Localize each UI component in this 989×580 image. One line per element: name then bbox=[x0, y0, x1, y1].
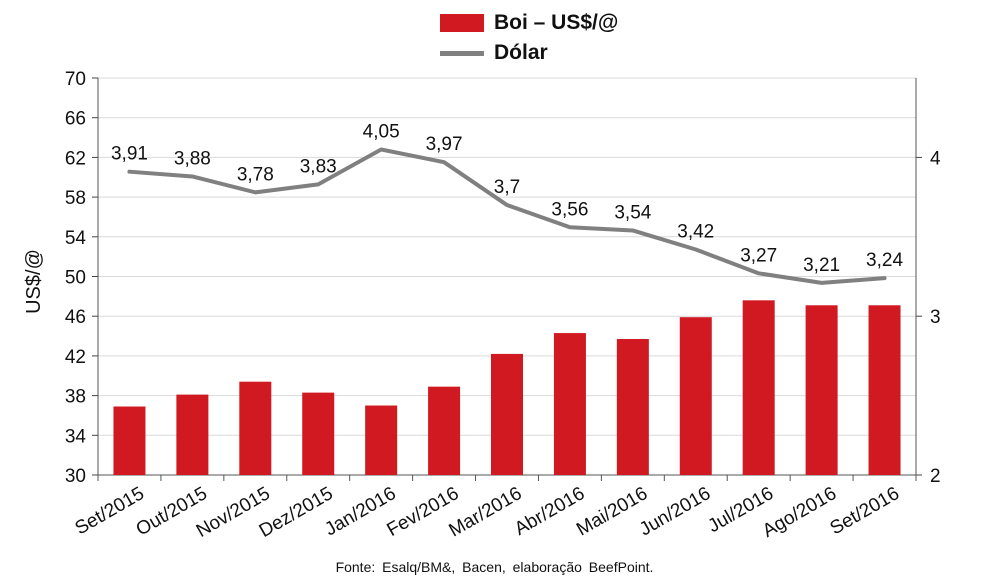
legend-swatch-boi bbox=[440, 14, 484, 32]
legend-label-dolar: Dólar bbox=[494, 41, 548, 64]
x-tick-label: Jun/2016 bbox=[636, 483, 714, 540]
bar bbox=[616, 339, 649, 475]
legend: Boi – US$/@ Dólar bbox=[440, 8, 618, 68]
data-label-dolar: 3,27 bbox=[740, 245, 777, 266]
y-tick-label: 54 bbox=[65, 228, 87, 249]
y-tick-label: 70 bbox=[65, 69, 86, 90]
legend-item-boi: Boi – US$/@ bbox=[440, 8, 618, 38]
data-label-dolar: 3,78 bbox=[237, 164, 274, 185]
source-note: Fonte: Esalq/BM&, Bacen, elaboração Beef… bbox=[335, 559, 654, 575]
y-tick-label: 66 bbox=[65, 109, 86, 130]
line-dolar bbox=[127, 147, 887, 285]
bar bbox=[742, 300, 775, 475]
legend-swatch-dolar bbox=[440, 50, 484, 56]
legend-item-dolar: Dólar bbox=[440, 38, 618, 68]
bar bbox=[553, 333, 586, 475]
x-tick-label: Set/2016 bbox=[827, 483, 903, 539]
data-label-dolar: 4,05 bbox=[363, 121, 400, 142]
data-label-dolar: 3,91 bbox=[111, 144, 148, 165]
x-tick-label: Abr/2016 bbox=[511, 483, 588, 540]
y-tick-label: 58 bbox=[65, 188, 86, 209]
y-tick-label: 34 bbox=[65, 426, 87, 447]
y-tick-label: 46 bbox=[65, 307, 86, 328]
y-tick-label: 50 bbox=[65, 268, 86, 289]
x-tick-label: Mar/2016 bbox=[445, 483, 525, 541]
bar bbox=[113, 406, 146, 475]
y2-tick-label: 3 bbox=[930, 307, 941, 328]
y2-tick-label: 4 bbox=[930, 148, 941, 169]
y-axis-label: US$/@ bbox=[22, 249, 45, 314]
bar bbox=[428, 386, 461, 475]
data-label-dolar: 3,83 bbox=[300, 156, 337, 177]
data-label-dolar: 3,97 bbox=[426, 134, 463, 155]
bar bbox=[868, 305, 901, 475]
bar bbox=[679, 317, 712, 475]
bar bbox=[491, 353, 523, 475]
bar bbox=[176, 394, 209, 475]
data-label-dolar: 3,88 bbox=[174, 148, 211, 169]
x-tick-label: Set/2015 bbox=[72, 483, 148, 539]
x-tick-label: Mai/2016 bbox=[573, 483, 651, 540]
y-tick-label: 30 bbox=[65, 466, 86, 487]
y-axis-title: US$/@ bbox=[10, 249, 54, 314]
data-label-dolar: 3,42 bbox=[677, 222, 714, 243]
y2-tick-label: 2 bbox=[930, 466, 941, 487]
bar bbox=[302, 392, 335, 475]
legend-label-boi: Boi – US$/@ bbox=[494, 11, 619, 34]
y-tick-label: 62 bbox=[65, 148, 86, 169]
bar bbox=[805, 305, 838, 475]
data-label-dolar: 3,54 bbox=[614, 202, 651, 223]
data-label-dolar: 3,56 bbox=[551, 199, 588, 220]
y-tick-label: 42 bbox=[65, 347, 86, 368]
data-label-dolar: 3,7 bbox=[494, 177, 520, 198]
y-tick-label: 38 bbox=[65, 387, 86, 408]
data-label-dolar: 3,21 bbox=[803, 255, 840, 276]
data-label-dolar: 3,24 bbox=[866, 250, 903, 271]
bar bbox=[239, 381, 272, 475]
bar bbox=[365, 405, 398, 475]
